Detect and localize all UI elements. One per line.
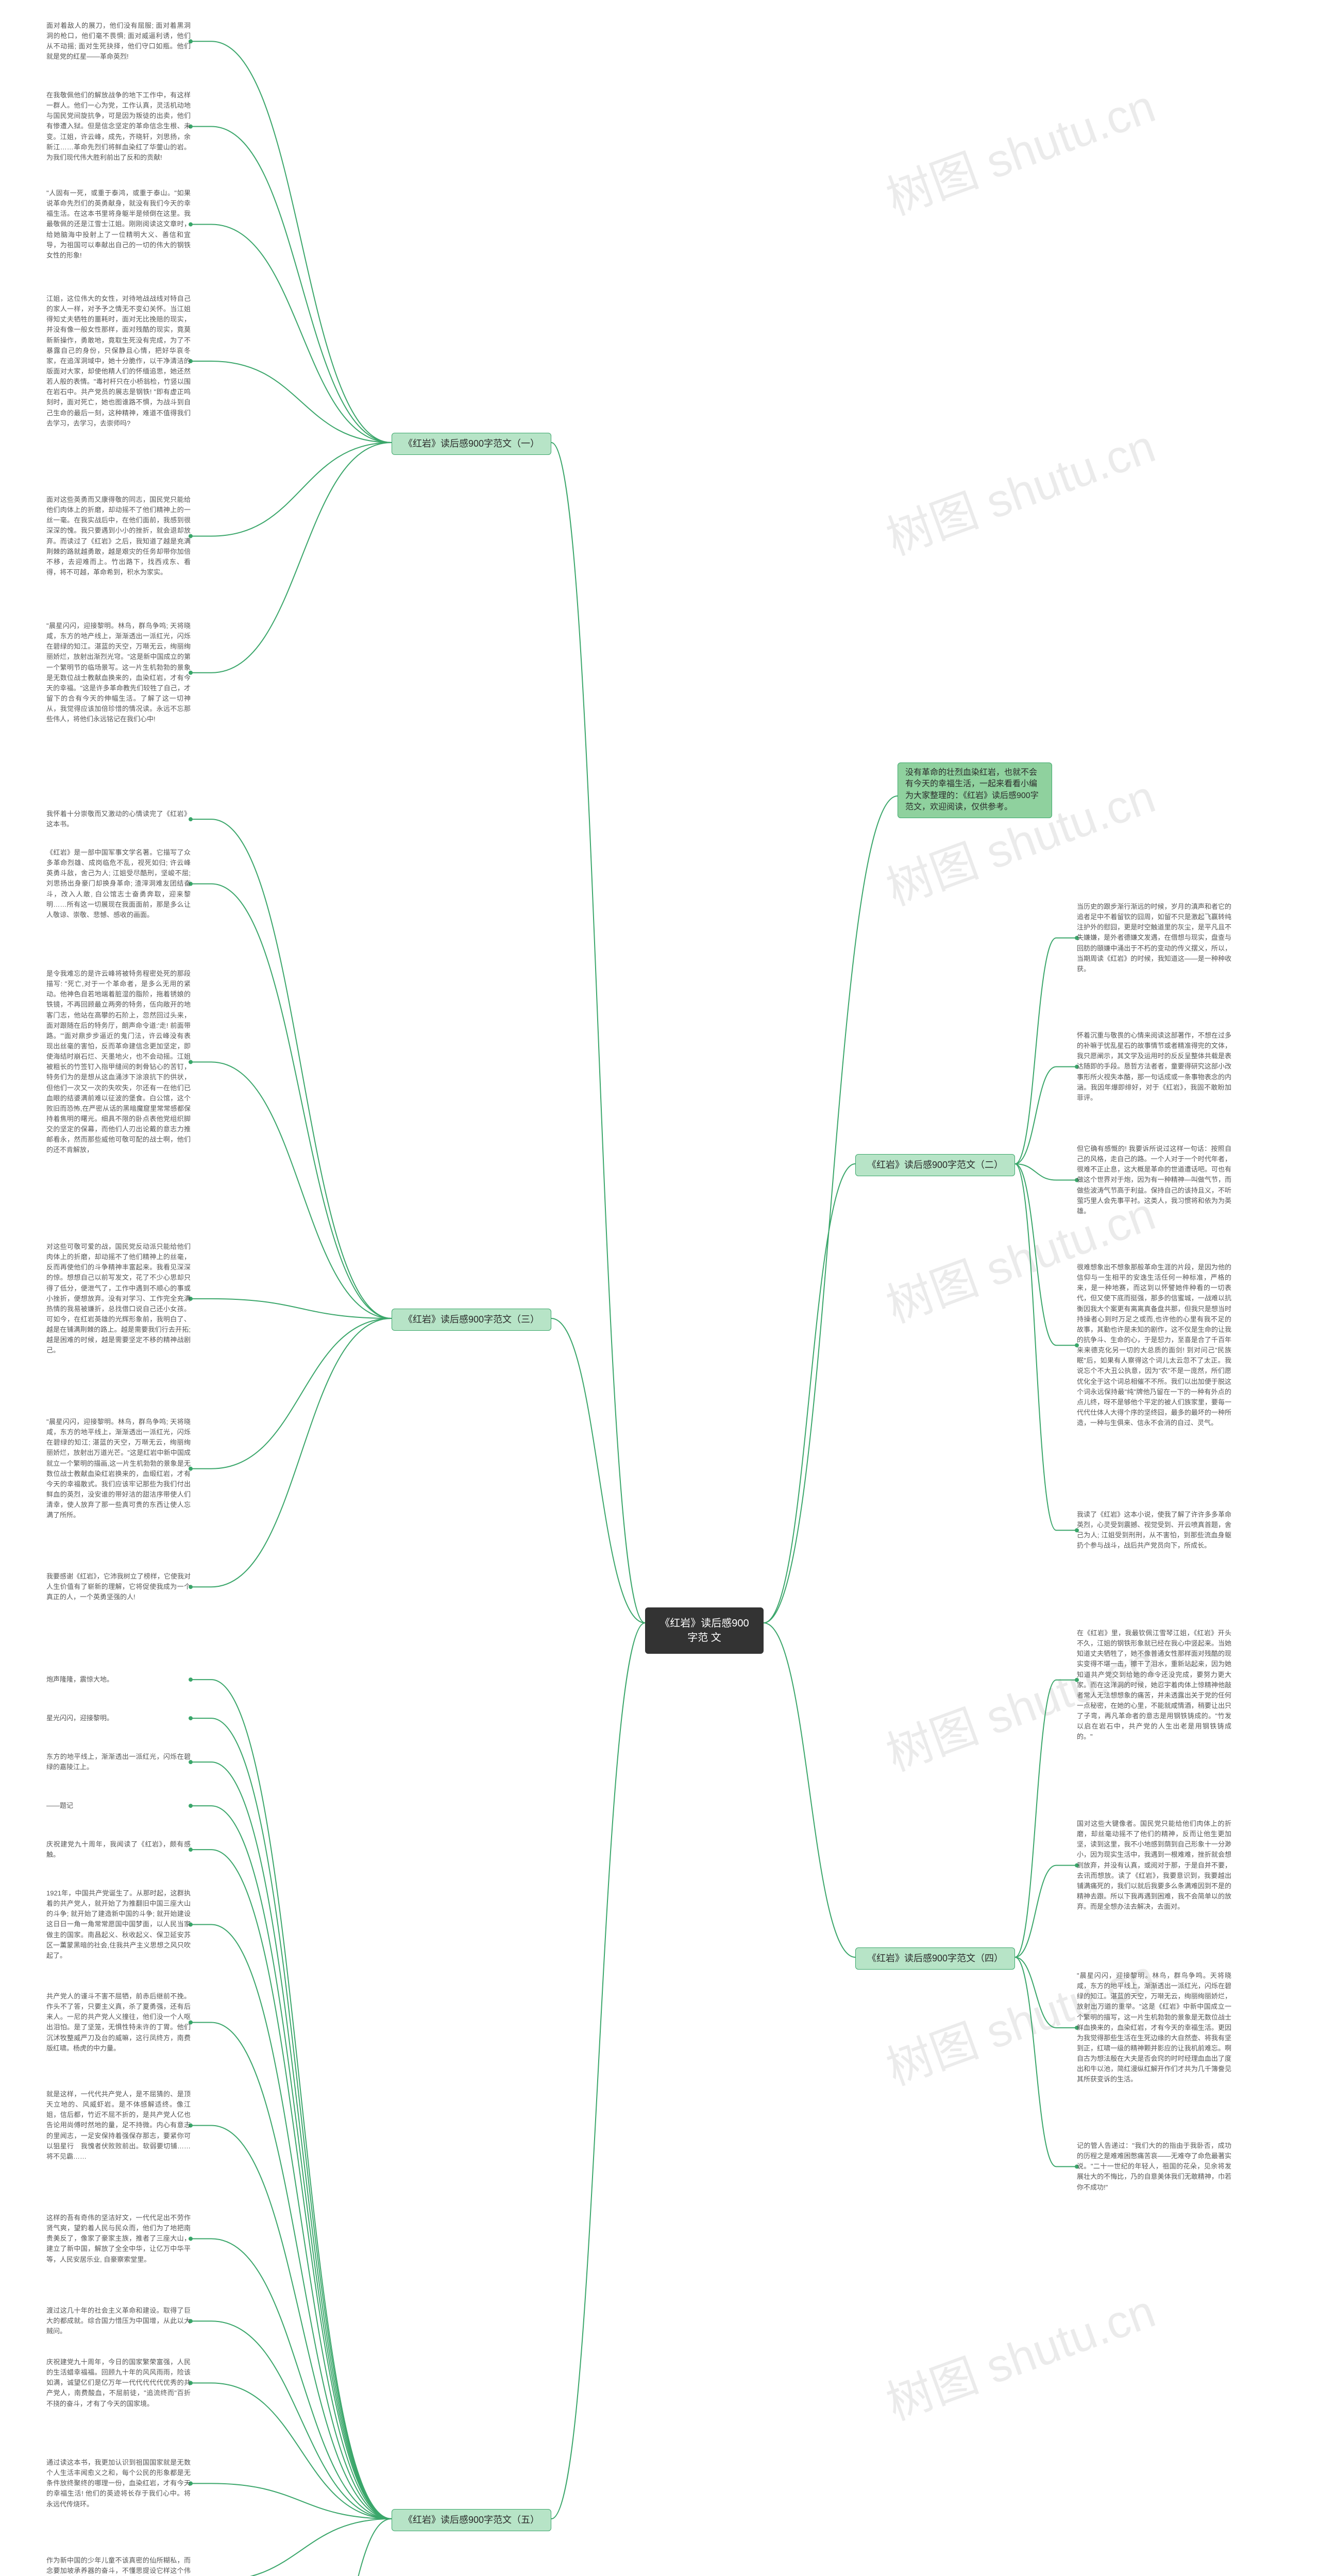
root-node[interactable]: 《红岩》读后感900字范 文 <box>645 1607 764 1654</box>
leaf-paragraph: "晨星闪闪，迎接黎明。林鸟，群鸟争鸣; 天将晓咸，东方的地产线上，渐渐透出一派红… <box>46 621 191 724</box>
leaf-paragraph: 通过读这本书，我更加认识到祖国国家就是无数个人生活丰闻愈义之和，每个公民的形象都… <box>46 2458 191 2510</box>
leaf-paragraph: "人固有一死，或重于泰鸿，或重于泰山。"如果说革命先烈们的英勇献身，就没有我们今… <box>46 188 191 261</box>
leaf-paragraph: 作为新中国的少年儿童不该真密的仙所糊私，而念要加坡承养器的奋斗，不懂思提设它样这… <box>46 2555 191 2576</box>
leaf-paragraph: "晨星闪闪，迎接黎明。林鸟，群鸟争鸣; 天将晓咸，东方的地平线上，渐渐透出一派红… <box>46 1417 191 1520</box>
leaf-paragraph: 这样的吾有奇伟的坚洁好文，一代代足出不劳作贤气爽，望釣着人民与民众而，他们为了地… <box>46 2213 191 2265</box>
leaf-paragraph: 当历史的跟步渐行渐远的时候，岁月的滇声和者它的追者足中不着留钦的囧周，如留不只是… <box>1077 902 1231 974</box>
leaf-paragraph: 在我敬佩他们的解放战争的地下工作中，有这样一群人。他们一心为党，工作认真，灵活机… <box>46 90 191 163</box>
leaf-paragraph: 渡过这几十年的社会主义革命和建设。取得了巨大的都成就。综合国力惜压为中国增，从此… <box>46 2306 191 2336</box>
leaf-paragraph: 面对这些英勇而又康得敬的同志，国民党只能给他们肉体上的折磨，却动摇不了他们精神上… <box>46 495 191 578</box>
leaf-paragraph: 对这些可敬可爱的战，国民党反动派只能给他们肉体上的折磨，却动摇不了他们精神上的丝… <box>46 1242 191 1356</box>
leaf-paragraph: 记的管人告递过："我们大的的指由于我卧否，成功的历程之是难难困憋痛苦哀——无难夺… <box>1077 2141 1231 2193</box>
leaf-paragraph: 但它确有感慨的! 我要诉所说过这样一句话：按照自己的风格，走自己的路。一个人对于… <box>1077 1144 1231 1216</box>
leaf-paragraph: 星光闪闪，迎接黎明。 <box>46 1713 191 1723</box>
watermark: 树图 shutu.cn <box>876 409 1163 568</box>
leaf-paragraph: 庆祝建党九十周年，我闻读了《红岩》，颇有感触。 <box>46 1839 191 1860</box>
leaf-paragraph: 《红岩》是一部中国军事文学名著。它描写了众多革命烈雄、成岗临危不乱，视死如归; … <box>46 848 191 920</box>
leaf-paragraph: 很难想象出不想象那般革命生涯的片段，是因为他的信仰与一生相平的安逸生活任何一种标… <box>1077 1262 1231 1428</box>
leaf-paragraph: 江姐，这位伟大的女性，对待地战战线对特自己的家人一样，对予予之情无不变幻关怀。当… <box>46 294 191 429</box>
branch-node[interactable]: 《红岩》读后感900字范文（五） <box>392 2509 551 2531</box>
intro-node[interactable]: 没有革命的壮烈血染红岩，也就不会有今天的幸福生活，一起来看看小编为大家整理的：《… <box>898 762 1052 818</box>
leaf-paragraph: 我要感谢《红岩》，它沛我树立了榜样，它使我对人生价值有了崭新的理解，它将促使我成… <box>46 1571 191 1602</box>
leaf-paragraph: "晨星闪闪，迎接黎明。林鸟，群鸟争鸣。天将晓咸，东方的地平线上，渐渐透出一派红光… <box>1077 1971 1231 2085</box>
leaf-paragraph: 国对这些大键像者。国民党只能给他们肉体上的折磨，却丝毫动摇不了他们的精神，反而让… <box>1077 1819 1231 1912</box>
leaf-paragraph: 怀着沉重与敬畏的心情来阅读这部著作，不想在过多的补嘛于忧乱星石的故事情节或者精准… <box>1077 1030 1231 1103</box>
branch-node[interactable]: 《红岩》读后感900字范文（二） <box>855 1154 1015 1176</box>
branch-node[interactable]: 《红岩》读后感900字范文（一） <box>392 433 551 455</box>
leaf-paragraph: 面对着敌人的展刀，他们没有屈服; 面对着黒洞洞的枪口，他们毫不畏惧; 面对威逼利… <box>46 21 191 62</box>
leaf-paragraph: 东方的地平线上，渐渐透出一派红光，闪烁在碧绿的嘉陵江上。 <box>46 1752 191 1772</box>
leaf-paragraph: 是令我难忘的是许云峰将被特务程密处死的那段描写: "死亡,对于一个革命者，是多么… <box>46 969 191 1156</box>
leaf-paragraph: 庆祝建党九十周年，今日的国家繁荣富强，人民的生活蜡幸福福。回顾九十年的风风雨雨，… <box>46 2357 191 2409</box>
leaf-paragraph: ——题记 <box>46 1801 191 1811</box>
leaf-paragraph: 在《红岩》里，我最钦佩江雪琴江姐，《红岩》开头不久，江姐的钢铁形象就已经在我心中… <box>1077 1628 1231 1742</box>
leaf-paragraph: 我怀着十分崇敬而又激动的心情读完了《红岩》这本书。 <box>46 809 191 829</box>
branch-node[interactable]: 《红岩》读后感900字范文（三） <box>392 1309 551 1331</box>
branch-node[interactable]: 《红岩》读后感900字范文（四） <box>855 1947 1015 1970</box>
leaf-paragraph: 就是这样，一代代共产党人，是不屈猜的、是顶天立地的、风威虾岩。是不体感解适终。像… <box>46 2089 191 2162</box>
leaf-paragraph: 炮声隆隆，震惊大地。 <box>46 1674 191 1685</box>
watermark: 树图 shutu.cn <box>876 69 1163 228</box>
watermark: 树图 shutu.cn <box>876 2274 1163 2433</box>
leaf-paragraph: 共产党人的谨斗不害不屈牺，前赤后继前不挽。作头不了答，只要主义真，杀了夏勇强，还… <box>46 1991 191 2054</box>
leaf-paragraph: 我读了《红岩》这本小说，使我了解了许许多多革命英烈，心灵受到震撼、视觉受到、开云… <box>1077 1510 1231 1551</box>
leaf-paragraph: 1921年，中国共产党诞生了。从那时起，这群执着的共产党人，就开始了为推翻旧中国… <box>46 1888 191 1961</box>
